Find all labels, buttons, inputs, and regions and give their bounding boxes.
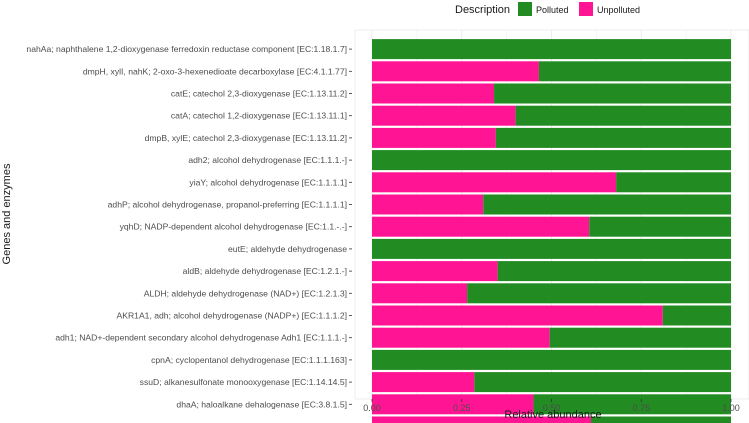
- legend-label-polluted: Polluted: [536, 5, 569, 15]
- bar-unpolluted: [372, 261, 498, 282]
- category-label: adh2; alcohol dehydrogenase [EC:1.1.1.-]: [188, 155, 347, 165]
- bar-polluted: [616, 172, 731, 193]
- category-label: dmpB, xylE; catechol 2,3-dioxygenase [EC…: [145, 133, 347, 143]
- legend-swatch-polluted: [518, 2, 532, 16]
- legend: Description Polluted Unpolluted: [455, 2, 640, 16]
- bar-unpolluted: [372, 327, 550, 348]
- x-tick-label: 1.00: [722, 403, 740, 413]
- bar-polluted: [495, 127, 731, 148]
- bar-unpolluted: [372, 172, 617, 193]
- bar-unpolluted: [372, 372, 475, 393]
- category-label: dhaA; haloalkane dehalogenase [EC:3.8.1.…: [176, 399, 347, 409]
- bar-unpolluted: [372, 194, 484, 215]
- category-label: dmpH, xylI, nahK; 2-oxo-3-hexenedioate d…: [83, 66, 347, 76]
- category-label: catE; catechol 2,3-dioxygenase [EC:1.13.…: [171, 89, 347, 99]
- category-label: yqhD; NADP-dependent alcohol dehydrogena…: [120, 222, 347, 232]
- bar-unpolluted: [372, 127, 496, 148]
- bar-unpolluted: [372, 305, 663, 326]
- bar-polluted: [589, 216, 731, 237]
- legend-label-unpolluted: Unpolluted: [597, 5, 640, 15]
- bar-unpolluted: [372, 105, 516, 126]
- bar-unpolluted: [372, 283, 468, 304]
- bar-polluted: [474, 372, 731, 393]
- x-axis-ticks: 0.00 0.25 0.50 0.75 1.00: [363, 399, 740, 413]
- bar-polluted: [533, 394, 731, 415]
- bar-polluted: [494, 83, 731, 104]
- bar-unpolluted: [372, 83, 495, 104]
- y-axis-title: Genes and enzymes: [1, 163, 13, 264]
- category-label: adhP; alcohol dehydrogenase, propanol-pr…: [108, 200, 347, 210]
- category-label: catA; catechol 1,2-dioxygenase [EC:1.13.…: [171, 111, 347, 121]
- bar-polluted: [372, 39, 731, 60]
- category-label: cpnA; cyclopentanol dehydrogenase [EC:1.…: [151, 355, 347, 365]
- bar-unpolluted: [372, 416, 591, 423]
- category-label: alkB1_2, alkM; alkane 1-monooxygenase [E…: [133, 422, 348, 423]
- bar-polluted: [372, 238, 731, 259]
- category-label: aldB; aldehyde dehydrogenase [EC:1.2.1.-…: [183, 266, 347, 276]
- category-label: yiaY; alcohol dehydrogenase [EC:1.1.1.1]: [189, 177, 347, 187]
- bar-polluted: [372, 349, 731, 370]
- x-axis-title: Relative abundance: [504, 409, 601, 421]
- bar-polluted: [372, 150, 731, 171]
- x-tick-label: 0.50: [543, 403, 561, 413]
- x-tick-label: 0.00: [363, 403, 381, 413]
- legend-swatch-unpolluted: [579, 2, 593, 16]
- category-label: AKR1A1, adh; alcohol dehydrogenase (NADP…: [117, 311, 348, 321]
- bar-polluted: [515, 105, 731, 126]
- bars-group: [372, 39, 731, 423]
- category-label: eutE; aldehyde dehydrogenase: [228, 244, 347, 254]
- bar-polluted: [590, 416, 731, 423]
- bar-polluted: [549, 327, 731, 348]
- legend-title: Description: [455, 4, 510, 16]
- category-label: nahAa; naphthalene 1,2-dioxygenase ferre…: [26, 44, 347, 54]
- bar-unpolluted: [372, 216, 590, 237]
- category-label: adh1; NAD+-dependent secondary alcohol d…: [55, 333, 347, 343]
- category-label: ssuD; alkanesulfonate monooxygenase [EC:…: [140, 377, 347, 387]
- bar-unpolluted: [372, 61, 539, 82]
- bar-polluted: [538, 61, 731, 82]
- bar-polluted: [467, 283, 731, 304]
- x-tick-label: 0.25: [453, 403, 471, 413]
- x-tick-label: 0.75: [632, 403, 650, 413]
- category-label: ALDH; aldehyde dehydrogenase (NAD+) [EC:…: [144, 288, 347, 298]
- bar-polluted: [497, 261, 731, 282]
- bar-polluted: [662, 305, 731, 326]
- category-labels: nahAa; naphthalene 1,2-dioxygenase ferre…: [26, 44, 352, 423]
- bar-polluted: [483, 194, 731, 215]
- bar-unpolluted: [372, 394, 534, 415]
